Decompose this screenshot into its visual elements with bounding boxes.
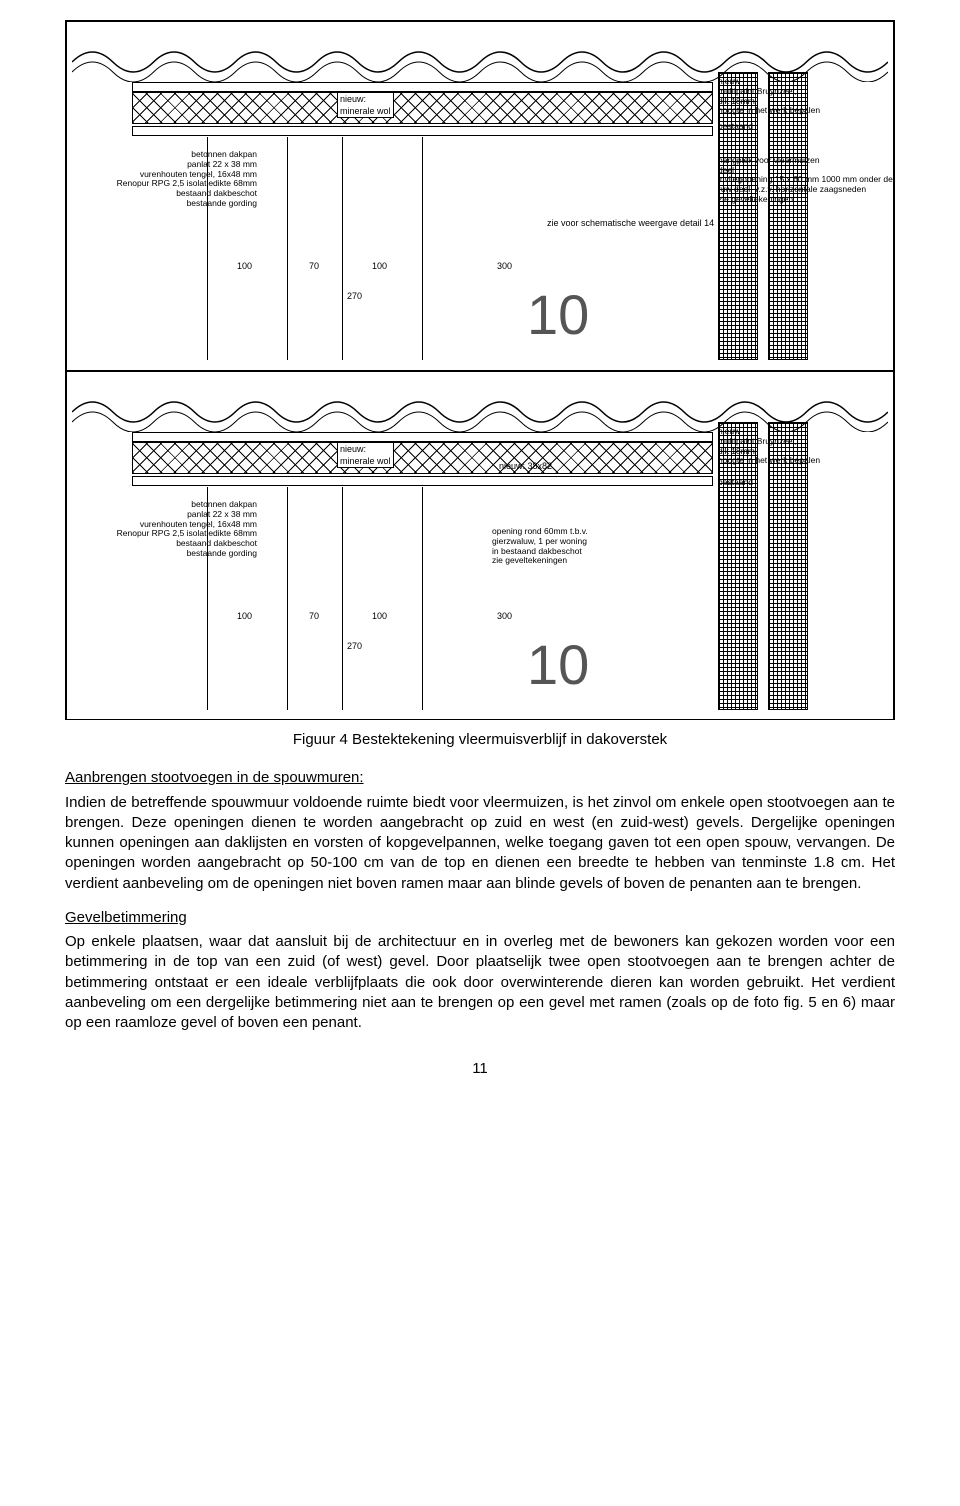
section-heading: Gevelbetimmering bbox=[65, 908, 895, 928]
schematic-note: zie voor schematische weergave detail 14 bbox=[547, 217, 714, 229]
dim-value: 270 bbox=[347, 290, 362, 302]
drawing-panel-bottom: nieuw: minerale wol nieuw: 38x82 betonne… bbox=[66, 371, 894, 720]
section-heading: Aanbrengen stootvoegen in de spouwmuren: bbox=[65, 768, 895, 788]
dim-value: 100 bbox=[372, 260, 387, 272]
dim-line bbox=[422, 487, 423, 710]
dim-line bbox=[342, 487, 343, 710]
layer-bar bbox=[132, 82, 713, 92]
detail-number: 10 bbox=[527, 627, 589, 703]
dim-value: 300 bbox=[497, 610, 512, 622]
callout-left-block: betonnen dakpan panlat 22 x 38 mm vurenh… bbox=[117, 500, 257, 559]
layer-bar bbox=[132, 476, 713, 486]
dim-value: 100 bbox=[237, 260, 252, 272]
roof-tile-wave bbox=[72, 392, 888, 432]
dim-value: 100 bbox=[237, 610, 252, 622]
mid-label: nieuw: 38x82 bbox=[497, 460, 554, 472]
dim-line bbox=[422, 137, 423, 360]
callout-text: bestaande gording bbox=[117, 199, 257, 209]
layer-bar bbox=[132, 432, 713, 442]
callout-text: hangplek voor vleermuizen bbox=[718, 156, 895, 166]
callout-text: bestaande gording bbox=[117, 549, 257, 559]
mid-label-text: nieuw: minerale wol bbox=[340, 444, 391, 466]
dim-line bbox=[287, 487, 288, 710]
body-paragraph: Op enkele plaatsen, waar dat aansluit bi… bbox=[65, 932, 895, 1033]
dim-value: 100 bbox=[372, 610, 387, 622]
dim-value: 270 bbox=[347, 640, 362, 652]
drawing-panel-top: nieuw: minerale wol betonnen dakpan panl… bbox=[66, 21, 894, 371]
mid-label: nieuw: minerale wol bbox=[337, 92, 394, 118]
callout-text: bestaand bbox=[718, 122, 895, 132]
mid-label-text: nieuw: minerale wol bbox=[340, 94, 391, 116]
detail-number: 10 bbox=[527, 277, 589, 353]
callout-text: zie geveltekeningen bbox=[718, 195, 895, 205]
dim-line bbox=[287, 137, 288, 360]
layer-bar bbox=[132, 126, 713, 136]
insulation-hatch bbox=[132, 92, 713, 124]
body-paragraph: Indien de betreffende spouwmuur voldoend… bbox=[65, 793, 895, 894]
dim-value: 70 bbox=[309, 610, 319, 622]
dim-value: 70 bbox=[309, 260, 319, 272]
center-callout: opening rond 60mm t.b.v. gierzwaluw, 1 p… bbox=[492, 527, 588, 566]
dim-line bbox=[342, 137, 343, 360]
technical-drawing-figure: nieuw: minerale wol betonnen dakpan panl… bbox=[65, 20, 895, 720]
figure-caption: Figuur 4 Bestektekening vleermuisverblij… bbox=[65, 730, 895, 750]
page-number: 11 bbox=[65, 1059, 895, 1079]
roof-tile-wave bbox=[72, 42, 888, 82]
mid-label: nieuw: minerale wol bbox=[337, 442, 394, 468]
dim-value: 300 bbox=[497, 260, 512, 272]
callout-text: hoogte in het werk bepalen bbox=[718, 106, 895, 116]
callout-right-block: nieuw multipaint Bruynzeel, dik 18mm hoo… bbox=[718, 77, 895, 205]
insulation-hatch bbox=[132, 442, 713, 474]
callout-right-block: nieuw multipaint Bruynzeel, dik 18mm hoo… bbox=[718, 427, 820, 488]
callout-left-block: betonnen dakpan panlat 22 x 38 mm vurenh… bbox=[117, 150, 257, 209]
callout-text: hoogte in het werk bepalen bbox=[718, 456, 820, 466]
callout-text: bestaand bbox=[718, 478, 820, 488]
